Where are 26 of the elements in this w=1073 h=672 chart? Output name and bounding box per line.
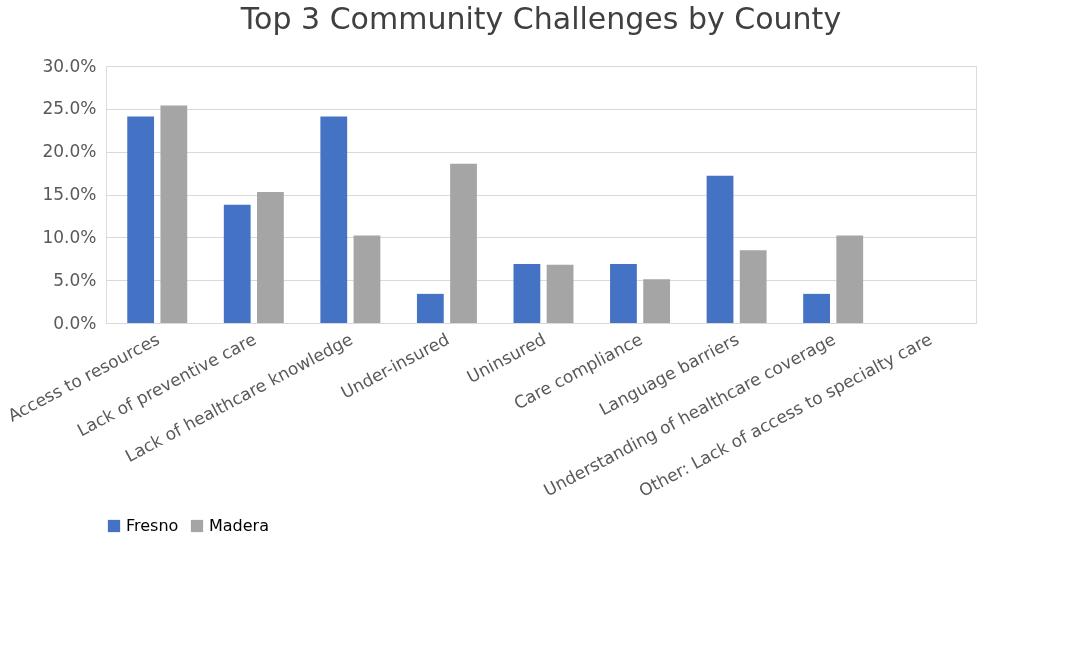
y-tick-label: 20.0% (42, 141, 97, 162)
bar (803, 293, 830, 323)
bar (836, 235, 864, 323)
bar (546, 264, 574, 323)
y-tick-label: 0.0% (53, 312, 97, 333)
bar (513, 263, 541, 323)
bar (706, 175, 734, 323)
bar (416, 293, 444, 323)
bar (320, 116, 348, 323)
bar (160, 105, 188, 323)
bar (257, 191, 284, 323)
y-tick-label: 30.0% (42, 55, 97, 76)
bar (127, 116, 155, 323)
y-tick-label: 25.0% (42, 98, 97, 119)
bar (223, 204, 251, 323)
bar (353, 235, 381, 323)
bar (643, 279, 671, 323)
bar (450, 163, 477, 323)
legend-label: Fresno (126, 516, 179, 535)
y-tick-label: 15.0% (42, 184, 97, 204)
legend-label: Madera (209, 516, 269, 535)
chart-title: Top 3 Community Challenges by County (239, 1, 842, 36)
y-tick-label: 10.0% (42, 226, 97, 247)
y-tick-label: 5.0% (53, 269, 97, 290)
bar (610, 263, 637, 323)
bar (739, 250, 767, 323)
